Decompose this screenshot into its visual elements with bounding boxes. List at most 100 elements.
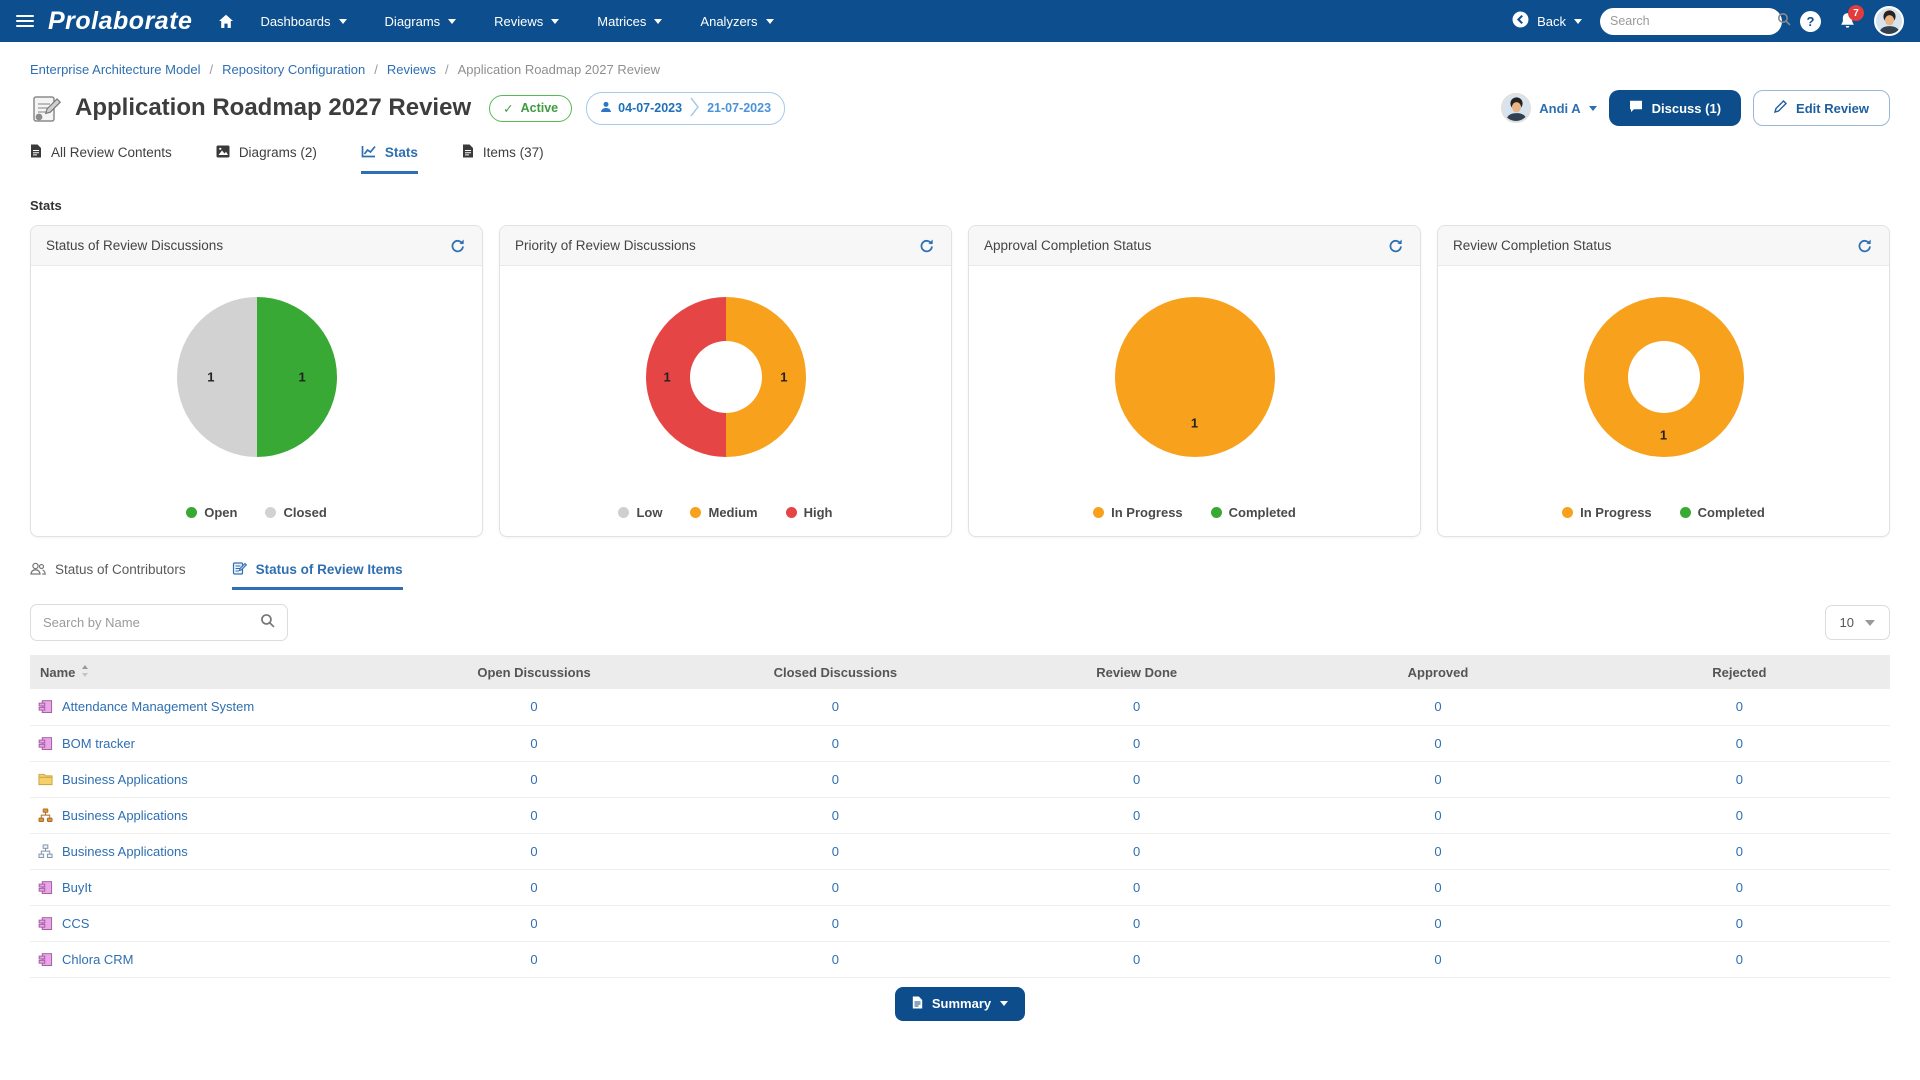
count-cell: 0 xyxy=(1588,689,1890,726)
chart-card-review-completion-status: Review Completion Status 1 In Progress Comp… xyxy=(1437,225,1890,537)
breadcrumb-separator: / xyxy=(444,62,449,77)
legend-item-medium: Medium xyxy=(690,505,758,520)
table-row[interactable]: Chlora CRM 0 0 0 0 0 xyxy=(30,941,1890,978)
breadcrumb-item-repository-configuration[interactable]: Repository Configuration xyxy=(222,62,366,77)
breadcrumb-item-reviews[interactable]: Reviews xyxy=(386,62,436,77)
item-name-link[interactable]: Business Applications xyxy=(62,807,188,823)
stats-heading: Stats xyxy=(30,198,62,213)
table-row[interactable]: Attendance Management System 0 0 0 0 0 xyxy=(30,689,1890,726)
subtab-status-of-contributors[interactable]: Status of Contributors xyxy=(30,561,186,590)
legend-item-closed: Closed xyxy=(265,505,327,520)
chart-title: Status of Review Discussions xyxy=(46,238,224,253)
sort-icon[interactable] xyxy=(81,664,89,680)
donut-hole xyxy=(689,341,762,413)
item-name-link[interactable]: Attendance Management System xyxy=(62,699,255,715)
image-icon xyxy=(216,145,230,161)
count-cell: 0 xyxy=(684,905,987,942)
page-header: Application Roadmap 2027 Review ✓ Active… xyxy=(30,90,1890,126)
component-icon xyxy=(38,952,53,967)
slice-value-label: 1 xyxy=(780,369,788,385)
count-cell: 0 xyxy=(986,869,1288,906)
table-row[interactable]: Business Applications 0 0 0 0 0 xyxy=(30,833,1890,870)
count-cell: 0 xyxy=(1287,941,1589,978)
notifications-bell-icon[interactable]: 7 xyxy=(1839,5,1864,30)
column-header-review-done: Review Done xyxy=(986,655,1288,689)
legend-item-low: Low xyxy=(618,505,662,520)
breadcrumb-separator: / xyxy=(374,62,378,77)
hamburger-menu-icon[interactable] xyxy=(16,15,34,27)
tab-diagrams-2[interactable]: Diagrams (2) xyxy=(216,144,317,174)
user-avatar[interactable] xyxy=(1874,6,1904,36)
refresh-icon[interactable] xyxy=(448,236,467,255)
item-name-link[interactable]: BOM tracker xyxy=(62,735,135,751)
nav-item-dashboards[interactable]: Dashboards xyxy=(260,14,347,29)
refresh-icon[interactable] xyxy=(1855,236,1874,255)
chart-cards: Status of Review Discussions 1 1 Open Closed… xyxy=(30,225,1890,537)
name-search-input[interactable] xyxy=(43,615,252,630)
table-row[interactable]: CCS 0 0 0 0 0 xyxy=(30,905,1890,942)
item-name-link[interactable]: Business Applications xyxy=(62,771,188,787)
item-name-link[interactable]: BuyIt xyxy=(62,879,92,895)
refresh-icon[interactable] xyxy=(1386,236,1405,255)
chevron-down-icon xyxy=(765,18,774,24)
reviewer-chip[interactable]: Andi A xyxy=(1501,93,1597,123)
legend-dot xyxy=(618,506,630,518)
count-cell: 0 xyxy=(1588,905,1890,942)
legend-item-completed: Completed xyxy=(1210,505,1296,520)
check-icon: ✓ xyxy=(503,101,514,116)
item-name-link[interactable]: Chlora CRM xyxy=(62,951,134,967)
count-cell: 0 xyxy=(383,869,685,906)
legend-dot xyxy=(265,506,277,518)
page-size-select[interactable]: 10 xyxy=(1824,605,1890,640)
column-header-open-discussions: Open Discussions xyxy=(383,655,685,689)
item-name-link[interactable]: Business Applications xyxy=(62,843,188,859)
subtab-status-of-review-items[interactable]: Status of Review Items xyxy=(231,561,403,590)
refresh-icon[interactable] xyxy=(917,236,936,255)
count-cell: 0 xyxy=(986,689,1288,726)
home-icon[interactable] xyxy=(218,14,234,29)
item-name-link[interactable]: CCS xyxy=(62,915,90,931)
file-icon xyxy=(912,996,923,1012)
status-subtabs: Status of Contributors Status of Review I… xyxy=(30,561,1890,590)
nav-item-analyzers[interactable]: Analyzers xyxy=(700,14,774,29)
breadcrumb-item-enterprise-architecture-model[interactable]: Enterprise Architecture Model xyxy=(30,62,201,77)
count-cell: 0 xyxy=(1588,797,1890,834)
slice-value-label: 1 xyxy=(1659,427,1668,443)
help-icon[interactable]: ? xyxy=(1800,10,1821,32)
summary-button[interactable]: Summary xyxy=(894,986,1026,1021)
chevron-down-icon xyxy=(1865,619,1875,626)
table-row[interactable]: BOM tracker 0 0 0 0 0 xyxy=(30,725,1890,762)
chevron-down-icon xyxy=(1574,18,1582,24)
chevron-right-icon xyxy=(690,97,700,120)
donut-hole xyxy=(1627,341,1700,413)
legend-item-in-progress: In Progress xyxy=(1093,505,1183,520)
slice-value-label: 1 xyxy=(663,369,671,385)
table-row[interactable]: Business Applications 0 0 0 0 0 xyxy=(30,761,1890,798)
table-row[interactable]: Business Applications 0 0 0 0 0 xyxy=(30,797,1890,834)
edit-review-button[interactable]: Edit Review xyxy=(1753,90,1890,126)
global-search-input[interactable] xyxy=(1610,14,1771,28)
tab-stats[interactable]: Stats xyxy=(360,144,418,174)
tab-items-37[interactable]: Items (37) xyxy=(462,144,544,174)
nav-item-matrices[interactable]: Matrices xyxy=(597,14,663,29)
table-row[interactable]: BuyIt 0 0 0 0 0 xyxy=(30,869,1890,906)
donut-chart: 1 xyxy=(1583,297,1744,457)
column-header-name[interactable]: Name xyxy=(30,655,384,689)
chart-card-approval-completion-status: Approval Completion Status 1 In Progress Co… xyxy=(968,225,1421,537)
tab-all-review-contents[interactable]: All Review Contents xyxy=(30,144,172,174)
search-icon[interactable] xyxy=(1777,12,1791,31)
search-icon[interactable] xyxy=(260,613,275,633)
review-icon xyxy=(232,561,247,578)
count-cell: 0 xyxy=(684,689,987,726)
back-button[interactable]: Back xyxy=(1512,11,1582,31)
brand-logo[interactable]: Prolaborate xyxy=(48,6,193,35)
count-cell: 0 xyxy=(986,905,1288,942)
count-cell: 0 xyxy=(1588,869,1890,906)
discuss-button[interactable]: Discuss (1) xyxy=(1608,90,1742,126)
date-range: 04-07-2023 21-07-2023 xyxy=(586,91,786,125)
count-cell: 0 xyxy=(1287,761,1589,798)
review-items-table: Name Open Discussions Closed Discussions Re… xyxy=(30,655,1890,978)
chart-card-status-of-review-discussions: Status of Review Discussions 1 1 Open Closed xyxy=(30,225,483,537)
nav-item-diagrams[interactable]: Diagrams xyxy=(385,14,457,29)
nav-item-reviews[interactable]: Reviews xyxy=(494,14,560,29)
